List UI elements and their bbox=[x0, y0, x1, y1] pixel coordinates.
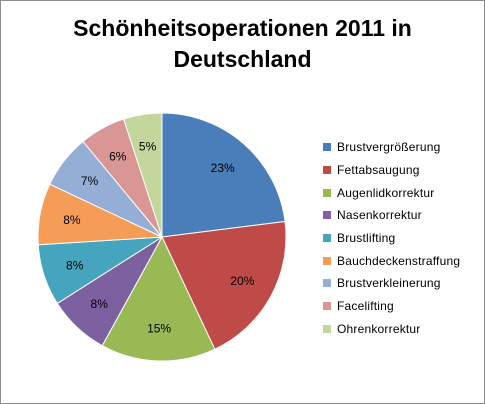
legend-label: Facelifting bbox=[337, 299, 394, 314]
legend-item: Augenlidkorrektur bbox=[323, 181, 460, 204]
legend-label: Fettabsaugung bbox=[337, 163, 420, 178]
legend-swatch bbox=[323, 211, 331, 220]
legend-item: Brustvergrößerung bbox=[323, 136, 460, 159]
legend-label: Augenlidkorrektur bbox=[337, 185, 435, 200]
legend-swatch bbox=[323, 143, 331, 152]
pie-slice bbox=[123, 112, 163, 238]
slice-data-label: 8% bbox=[63, 213, 81, 227]
pie-slice bbox=[101, 235, 216, 362]
slice-data-label: 15% bbox=[147, 322, 171, 336]
legend-item: Bauchdeckenstraffung bbox=[323, 249, 460, 272]
legend-label: Brustverkleinerung bbox=[337, 276, 441, 291]
legend-item: Facelifting bbox=[323, 295, 460, 318]
slice-data-label: 6% bbox=[109, 150, 127, 164]
pie-slice bbox=[161, 112, 286, 238]
legend-label: Nasenkorrektur bbox=[337, 208, 422, 223]
pie-slice bbox=[161, 220, 287, 350]
pie-data-labels: 23% 20% 15% 8% 8% 8% 7% 6% 5% bbox=[63, 139, 255, 335]
pie-slices bbox=[37, 112, 287, 362]
legend-swatch bbox=[323, 302, 331, 311]
legend-swatch bbox=[323, 188, 331, 197]
legend-swatch bbox=[323, 166, 331, 175]
legend-swatch bbox=[323, 256, 331, 265]
slice-data-label: 23% bbox=[211, 161, 235, 175]
legend-label: Ohrenkorrektur bbox=[337, 321, 421, 336]
chart-title-line-1: Schönheitsoperationen 2011 in bbox=[73, 15, 412, 41]
legend-item: Brustverkleinerung bbox=[323, 272, 460, 295]
legend-item: Brustlifting bbox=[323, 227, 460, 250]
legend-swatch bbox=[323, 234, 331, 243]
slice-data-label: 20% bbox=[230, 274, 254, 288]
slice-data-label: 7% bbox=[81, 174, 99, 188]
legend-swatch bbox=[323, 324, 331, 333]
legend-label: Bauchdeckenstraffung bbox=[337, 253, 461, 268]
slice-data-label: 5% bbox=[139, 139, 157, 153]
slice-data-label: 8% bbox=[91, 297, 109, 311]
legend-label: Brustvergrößerung bbox=[337, 140, 441, 155]
legend-item: Fettabsaugung bbox=[323, 159, 460, 182]
legend-swatch bbox=[323, 279, 331, 288]
legend-label: Brustlifting bbox=[337, 231, 396, 246]
legend: Brustvergrößerung Fettabsaugung Augenlidko… bbox=[323, 136, 460, 340]
slice-data-label: 8% bbox=[66, 258, 84, 272]
chart-title: Schönheitsoperationen 2011 in Deutschlan… bbox=[1, 13, 484, 75]
chart-title-line-2: Deutschland bbox=[173, 46, 312, 72]
legend-item: Nasenkorrektur bbox=[323, 204, 460, 227]
legend-item: Ohrenkorrektur bbox=[323, 318, 460, 341]
